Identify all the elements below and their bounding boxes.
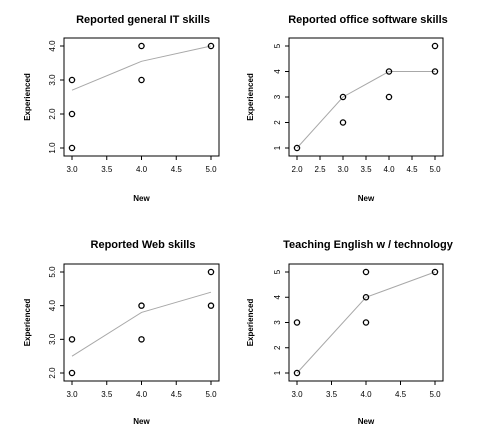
- plot-frame: [63, 37, 220, 157]
- x-tick-label: 5.0: [205, 390, 217, 399]
- x-tick-label: 3.0: [337, 165, 349, 174]
- y-tick-label: 3: [273, 94, 282, 99]
- y-tick-label: 4: [273, 294, 282, 299]
- y-tick-label: 2: [273, 345, 282, 350]
- y-tick-label: 5.0: [48, 266, 57, 278]
- data-point: [138, 76, 145, 84]
- y-tick-label: 1: [273, 145, 282, 150]
- data-point: [339, 93, 347, 101]
- data-point: [68, 144, 76, 152]
- x-tick-label: 4.0: [136, 390, 148, 399]
- data-point: [293, 319, 301, 326]
- y-tick-label: 1.0: [48, 142, 57, 154]
- trend-line: [296, 271, 436, 374]
- data-point: [339, 119, 347, 126]
- data-point: [293, 369, 301, 377]
- chart-panel-4: Teaching English w / technology 3.0 3.5 4.0…: [246, 239, 454, 426]
- x-tick-label: 4.5: [395, 390, 407, 399]
- chart-title: Reported general IT skills: [76, 14, 210, 26]
- data-point: [138, 42, 145, 50]
- y-tick-label: 3.0: [48, 74, 57, 86]
- y-tick-label: 4: [273, 69, 282, 74]
- x-tick-label: 4.0: [360, 390, 372, 399]
- x-tick-label: 3.0: [66, 390, 78, 399]
- data-point: [68, 110, 76, 118]
- y-axis-label: Experienced: [246, 73, 255, 121]
- x-tick-label: 4.5: [171, 390, 183, 399]
- y-axis-label: Experienced: [246, 299, 255, 347]
- data-point: [385, 68, 393, 75]
- x-axis-label: New: [133, 194, 150, 203]
- chart-title: Reported Web skills: [91, 239, 196, 251]
- data-point: [138, 302, 145, 309]
- trend-line: [296, 71, 435, 149]
- x-tick-label: 5.0: [429, 390, 441, 399]
- x-tick-label: 3.5: [326, 390, 338, 399]
- x-tick-label: 3.0: [66, 165, 78, 174]
- x-tick-label: 5.0: [205, 165, 217, 174]
- chart-panel-2: Reported office software skills 2.0 2.5 3.0…: [246, 14, 448, 203]
- trend-line: [71, 45, 212, 91]
- data-point: [431, 268, 439, 276]
- x-axis-label: New: [358, 194, 375, 203]
- data-point: [293, 144, 301, 152]
- chart-panel-3: Reported Web skills 3.0 3.5 4.0 4.5 5.0 2.0 3.0…: [23, 239, 220, 426]
- y-tick-label: 2.0: [48, 108, 57, 120]
- y-tick-label: 4.0: [48, 40, 57, 52]
- plot-frame: [63, 263, 220, 382]
- data-point: [68, 336, 76, 343]
- data-point: [138, 336, 145, 343]
- data-point: [362, 319, 370, 326]
- y-tick-label: 3.0: [48, 333, 57, 345]
- x-tick-label: 2.0: [291, 165, 303, 174]
- x-axis-label: New: [133, 417, 150, 426]
- x-tick-label: 3.5: [360, 165, 372, 174]
- x-tick-label: 4.5: [171, 165, 183, 174]
- x-tick-label: 2.5: [314, 165, 326, 174]
- data-point: [207, 42, 215, 50]
- chart-panel-1: Reported general IT skills 3.0 3.5 4.0 4.5 5.…: [23, 14, 220, 203]
- data-point: [362, 268, 370, 276]
- y-tick-label: 2: [273, 120, 282, 125]
- y-tick-label: 2.0: [48, 367, 57, 379]
- trend-line: [71, 291, 212, 357]
- data-point: [385, 93, 393, 101]
- data-point: [207, 268, 215, 276]
- y-tick-label: 3: [273, 320, 282, 325]
- y-tick-label: 1: [273, 370, 282, 375]
- plot-frame: [288, 37, 444, 157]
- x-tick-label: 3.5: [101, 390, 113, 399]
- x-tick-label: 5.0: [429, 165, 441, 174]
- x-tick-label: 4.0: [136, 165, 148, 174]
- x-axis-label: New: [358, 417, 375, 426]
- chart-title: Reported office software skills: [288, 14, 448, 26]
- data-point: [68, 76, 76, 84]
- y-axis-label: Experienced: [23, 73, 32, 121]
- x-tick-label: 4.0: [383, 165, 395, 174]
- x-tick-label: 3.5: [101, 165, 113, 174]
- data-point: [431, 68, 439, 75]
- y-axis-label: Experienced: [23, 299, 32, 347]
- plot-frame: [288, 263, 444, 382]
- data-point: [431, 42, 439, 50]
- x-tick-label: 3.0: [291, 390, 303, 399]
- data-point: [362, 293, 370, 301]
- data-point: [207, 302, 215, 309]
- chart-title: Teaching English w / technology: [283, 239, 454, 251]
- x-tick-label: 4.5: [406, 165, 418, 174]
- data-point: [68, 369, 76, 377]
- y-tick-label: 5: [273, 43, 282, 48]
- y-tick-label: 5: [273, 269, 282, 274]
- y-tick-label: 4.0: [48, 300, 57, 312]
